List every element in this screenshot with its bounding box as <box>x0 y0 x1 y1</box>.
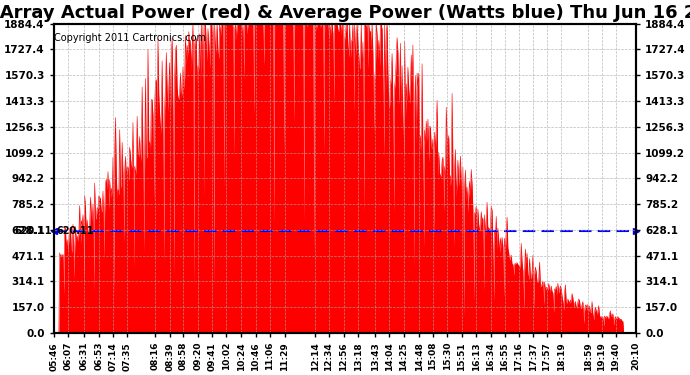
Text: 620.11: 620.11 <box>14 226 52 236</box>
Text: Copyright 2011 Cartronics.com: Copyright 2011 Cartronics.com <box>55 33 206 43</box>
Text: 620.11: 620.11 <box>57 226 94 236</box>
Title: East Array Actual Power (red) & Average Power (Watts blue) Thu Jun 16 20:13: East Array Actual Power (red) & Average … <box>0 4 690 22</box>
